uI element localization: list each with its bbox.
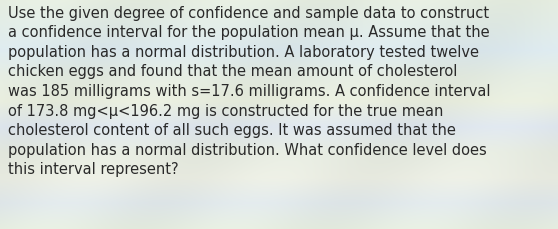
Text: Use the given degree of confidence and sample data to construct
a confidence int: Use the given degree of confidence and s… xyxy=(8,6,491,177)
